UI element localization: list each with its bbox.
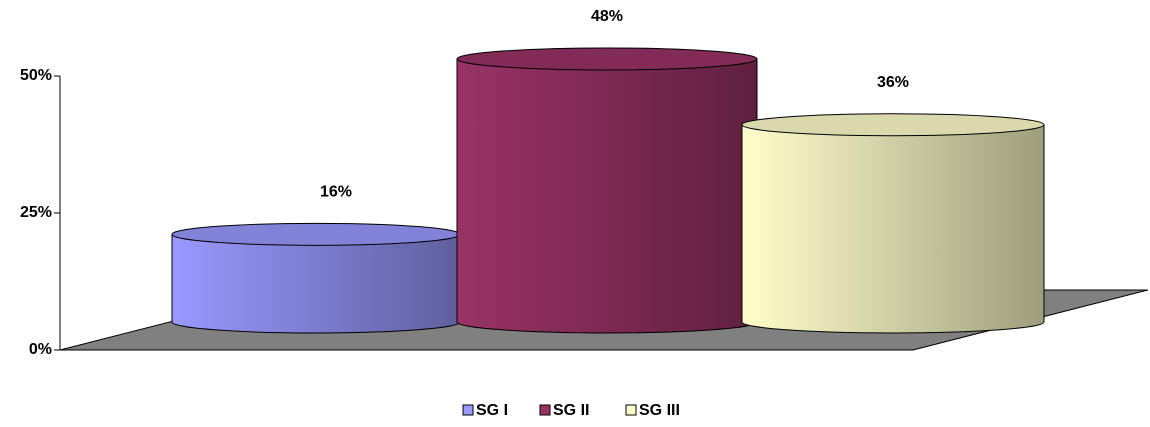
cylinder bbox=[741, 113, 1045, 334]
cylinder bbox=[456, 47, 758, 334]
cylinder-top bbox=[171, 222, 461, 246]
y-tick-label: 25% bbox=[20, 204, 52, 221]
legend-swatch bbox=[625, 404, 637, 416]
cylinder bbox=[171, 222, 461, 334]
legend-label: SG II bbox=[553, 402, 589, 419]
cylinder-top bbox=[456, 47, 758, 71]
legend-swatch bbox=[539, 404, 551, 416]
cylinder-body bbox=[741, 124, 1045, 334]
data-label: 48% bbox=[591, 8, 623, 25]
cylinder-body bbox=[456, 58, 758, 334]
y-tick-label: 0% bbox=[29, 341, 52, 358]
cylinder-top bbox=[741, 113, 1045, 137]
legend-label: SG III bbox=[639, 402, 680, 419]
cylinder-body bbox=[171, 233, 461, 334]
data-label: 36% bbox=[877, 74, 909, 91]
data-label: 16% bbox=[320, 184, 352, 201]
y-tick-label: 50% bbox=[20, 67, 52, 84]
legend-swatch bbox=[462, 404, 474, 416]
legend-label: SG I bbox=[476, 402, 508, 419]
